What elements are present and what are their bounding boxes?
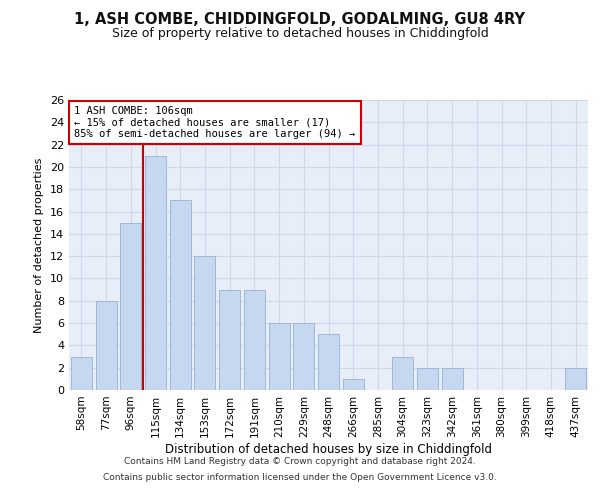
Bar	[95, 301, 116, 390]
Bar	[145, 156, 166, 390]
Text: Size of property relative to detached houses in Chiddingfold: Size of property relative to detached ho…	[112, 28, 488, 40]
Bar	[71, 356, 92, 390]
X-axis label: Distribution of detached houses by size in Chiddingfold: Distribution of detached houses by size …	[165, 442, 492, 456]
Bar	[442, 368, 463, 390]
Bar	[293, 323, 314, 390]
Bar	[343, 379, 364, 390]
Bar	[565, 368, 586, 390]
Bar	[194, 256, 215, 390]
Bar	[318, 334, 339, 390]
Text: Contains public sector information licensed under the Open Government Licence v3: Contains public sector information licen…	[103, 472, 497, 482]
Bar	[269, 323, 290, 390]
Bar	[120, 222, 141, 390]
Bar	[219, 290, 240, 390]
Bar	[417, 368, 438, 390]
Bar	[170, 200, 191, 390]
Bar	[244, 290, 265, 390]
Y-axis label: Number of detached properties: Number of detached properties	[34, 158, 44, 332]
Text: 1 ASH COMBE: 106sqm
← 15% of detached houses are smaller (17)
85% of semi-detach: 1 ASH COMBE: 106sqm ← 15% of detached ho…	[74, 106, 355, 139]
Text: Contains HM Land Registry data © Crown copyright and database right 2024.: Contains HM Land Registry data © Crown c…	[124, 458, 476, 466]
Bar	[392, 356, 413, 390]
Text: 1, ASH COMBE, CHIDDINGFOLD, GODALMING, GU8 4RY: 1, ASH COMBE, CHIDDINGFOLD, GODALMING, G…	[74, 12, 526, 28]
